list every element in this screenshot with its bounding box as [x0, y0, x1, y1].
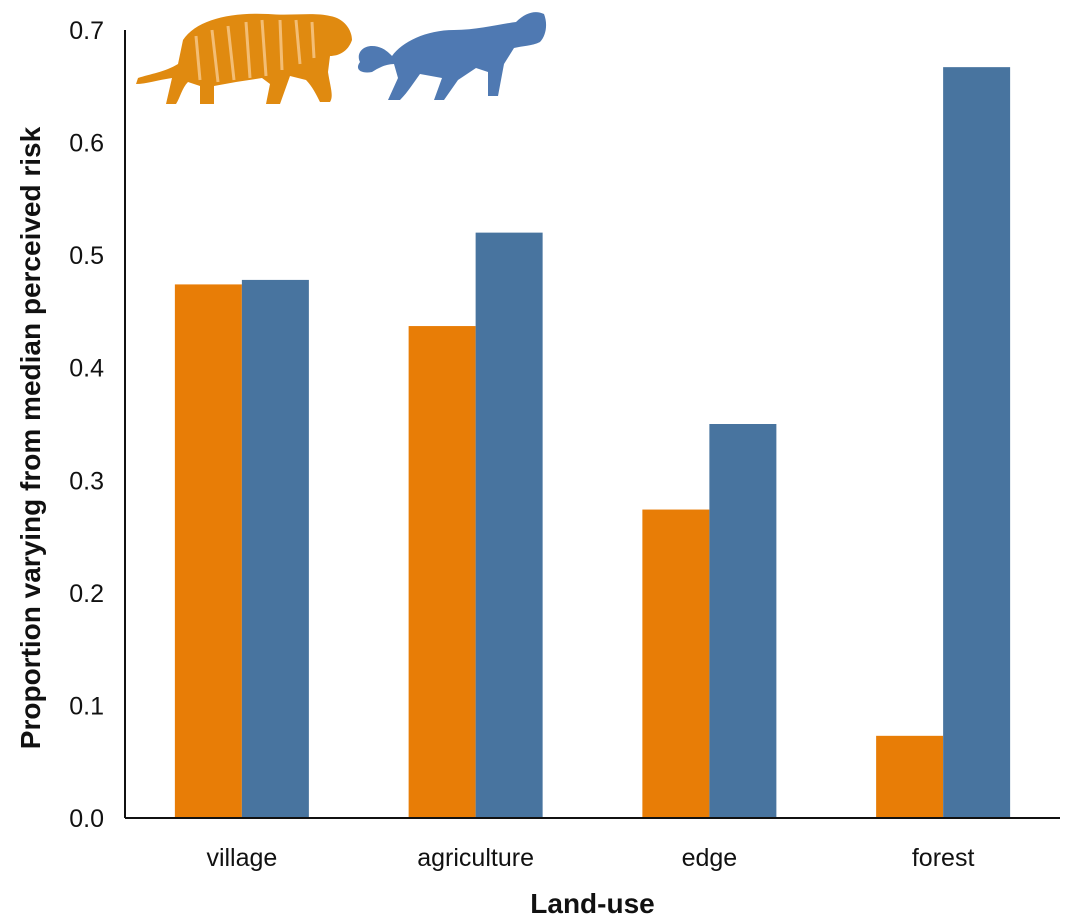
- x-tick-label: agriculture: [417, 844, 534, 872]
- y-axis-title: Proportion varying from median perceived…: [15, 126, 46, 749]
- bar-agriculture-series-2: [475, 232, 543, 819]
- x-tick-label: edge: [682, 844, 738, 872]
- y-tick-label: 0.2: [69, 580, 104, 608]
- bar-forest-series-1: [876, 735, 944, 818]
- leopard-silhouette-icon: [357, 12, 547, 100]
- y-tick-label: 0.3: [69, 467, 104, 495]
- y-tick-label: 0.1: [69, 692, 104, 720]
- y-tick-label: 0.4: [69, 355, 104, 383]
- x-tick-label: village: [206, 844, 277, 872]
- bar-edge-series-2: [709, 424, 777, 818]
- x-tick-label: forest: [912, 844, 975, 872]
- tiger-silhouette-icon: [136, 13, 352, 104]
- x-axis-title: Land-use: [530, 888, 654, 919]
- bar-village-series-1: [174, 284, 242, 818]
- y-tick-label: 0.6: [69, 130, 104, 158]
- bar-village-series-2: [241, 279, 309, 818]
- bar-agriculture-series-1: [408, 326, 476, 818]
- y-tick-label: 0.5: [69, 242, 104, 270]
- bar-edge-series-1: [642, 509, 710, 818]
- y-tick-label: 0.7: [69, 17, 104, 45]
- y-tick-label: 0.0: [69, 805, 104, 833]
- bar-forest-series-2: [943, 67, 1011, 819]
